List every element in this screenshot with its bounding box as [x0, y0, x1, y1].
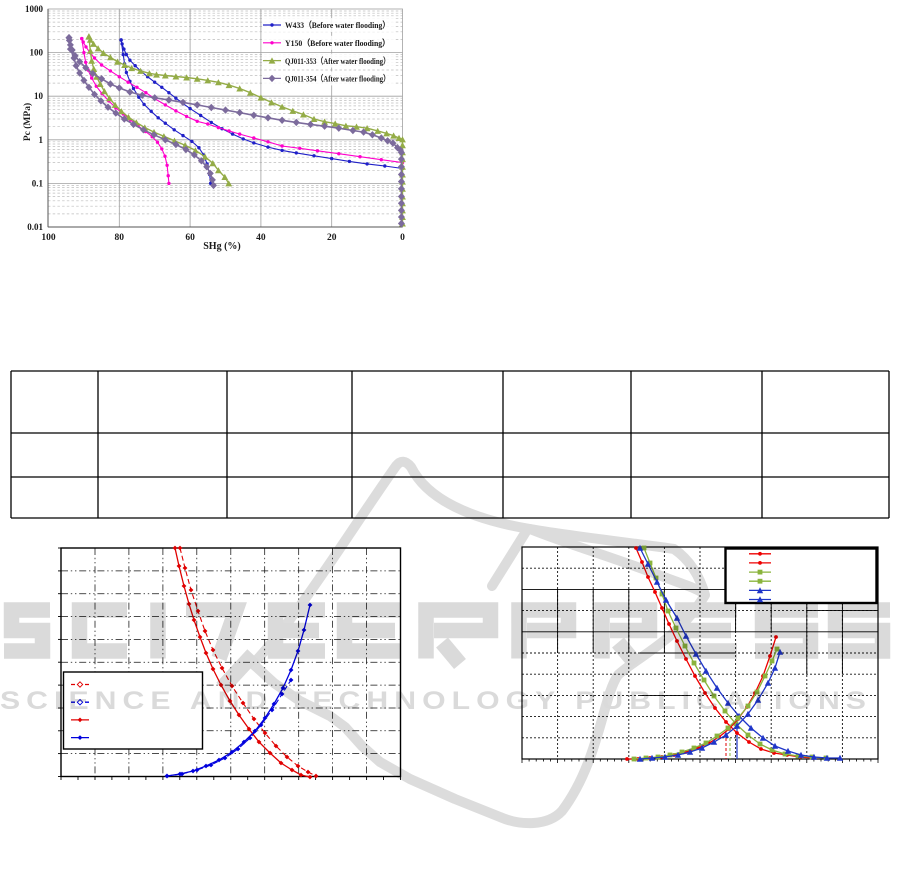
svg-text:1000: 1000: [25, 4, 44, 14]
svg-text:QJ011-354（After water flooding: QJ011-354（After water flooding）: [285, 74, 390, 84]
svg-text:QJ011-353（After water flooding: QJ011-353（After water flooding）: [285, 56, 390, 66]
svg-text:Y150（Before water flooding）: Y150（Before water flooding）: [285, 38, 390, 48]
svg-text:W433（Before water flooding）: W433（Before water flooding）: [285, 20, 390, 30]
svg-text:1: 1: [39, 135, 44, 145]
svg-text:80: 80: [115, 233, 125, 243]
svg-text:20: 20: [327, 233, 337, 243]
svg-text:10: 10: [34, 91, 44, 101]
svg-text:0: 0: [400, 233, 405, 243]
svg-text:SCIENCE AND TECHNOLOGY PUBLICA: SCIENCE AND TECHNOLOGY PUBLICATIONS: [0, 687, 872, 715]
svg-text:0.01: 0.01: [27, 222, 43, 232]
svg-text:60: 60: [185, 233, 195, 243]
svg-text:SHg (%): SHg (%): [203, 241, 241, 252]
svg-text:100: 100: [41, 233, 56, 243]
svg-text:100: 100: [30, 48, 44, 58]
svg-text:Pc (MPa): Pc (MPa): [22, 103, 33, 141]
svg-text:40: 40: [256, 233, 266, 243]
svg-text:0.1: 0.1: [32, 178, 44, 188]
